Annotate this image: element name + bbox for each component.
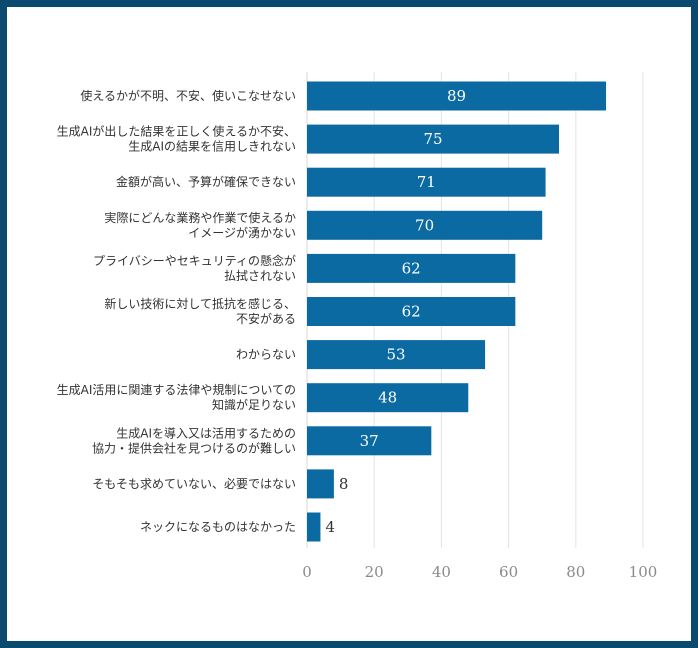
x-tick-label-100: 100 — [629, 563, 658, 581]
bar-4 — [307, 253, 516, 283]
data-label-4: 62 — [402, 259, 421, 277]
bar-6 — [307, 340, 486, 370]
x-tick-label-20: 20 — [365, 563, 384, 581]
data-label-2: 71 — [417, 173, 436, 191]
x-tick-label-0: 0 — [302, 563, 312, 581]
category-label-9-0: そもそも求めていない、必要ではない — [92, 477, 296, 491]
bar-7 — [307, 383, 469, 413]
category-label-2-0: 金額が高い、予算が確保できない — [116, 174, 296, 189]
category-label-3-0: 実際にどんな業務や作業で使えるか — [104, 210, 296, 225]
category-label-7-1: 知識が足りない — [212, 397, 296, 412]
bar-10 — [307, 512, 321, 542]
bar-8 — [307, 426, 432, 456]
data-label-10: 4 — [325, 518, 335, 536]
category-label-1-1: 生成AIの結果を信用しきれない — [128, 140, 296, 154]
category-label-8-0: 生成AIを導入又は活用するための — [116, 426, 296, 440]
data-label-1: 75 — [423, 130, 442, 148]
category-label-7-0: 生成AI活用に関連する法律や規制についての — [57, 382, 296, 397]
data-label-8: 37 — [360, 432, 379, 450]
bar-2 — [307, 167, 546, 197]
bar-5 — [307, 297, 516, 326]
category-label-10-0: ネックになるものはなかった — [140, 520, 296, 534]
data-label-3: 70 — [415, 216, 434, 234]
x-tick-label-80: 80 — [566, 563, 585, 581]
bar-3 — [307, 210, 543, 240]
data-label-6: 53 — [386, 346, 405, 364]
bar-1 — [307, 124, 559, 154]
bar-9 — [307, 469, 334, 499]
category-label-3-1: イメージが湧かない — [188, 225, 296, 240]
bar-0 — [307, 81, 607, 111]
data-label-0: 89 — [447, 87, 466, 105]
category-label-4-0: プライバシーやセキュリティの懸念が — [93, 253, 296, 268]
category-label-5-0: 新しい技術に対して抵抗を感じる、 — [104, 296, 296, 311]
x-tick-label-40: 40 — [432, 563, 451, 581]
data-label-9: 8 — [339, 475, 349, 493]
category-label-4-1: 払拭されない — [224, 269, 296, 283]
data-label-5: 62 — [402, 303, 421, 321]
data-label-7: 48 — [378, 389, 397, 407]
category-label-8-1: 協力・提供会社を見つけるのが難しい — [92, 440, 296, 455]
category-label-0-0: 使えるかが不明、不安、使いこなせない — [80, 88, 296, 103]
category-label-1-0: 生成AIが出した結果を正しく使えるか不安、 — [57, 124, 296, 139]
category-label-6-0: わからない — [236, 348, 296, 362]
x-tick-label-60: 60 — [499, 563, 518, 581]
category-label-5-1: 不安がある — [236, 311, 296, 326]
